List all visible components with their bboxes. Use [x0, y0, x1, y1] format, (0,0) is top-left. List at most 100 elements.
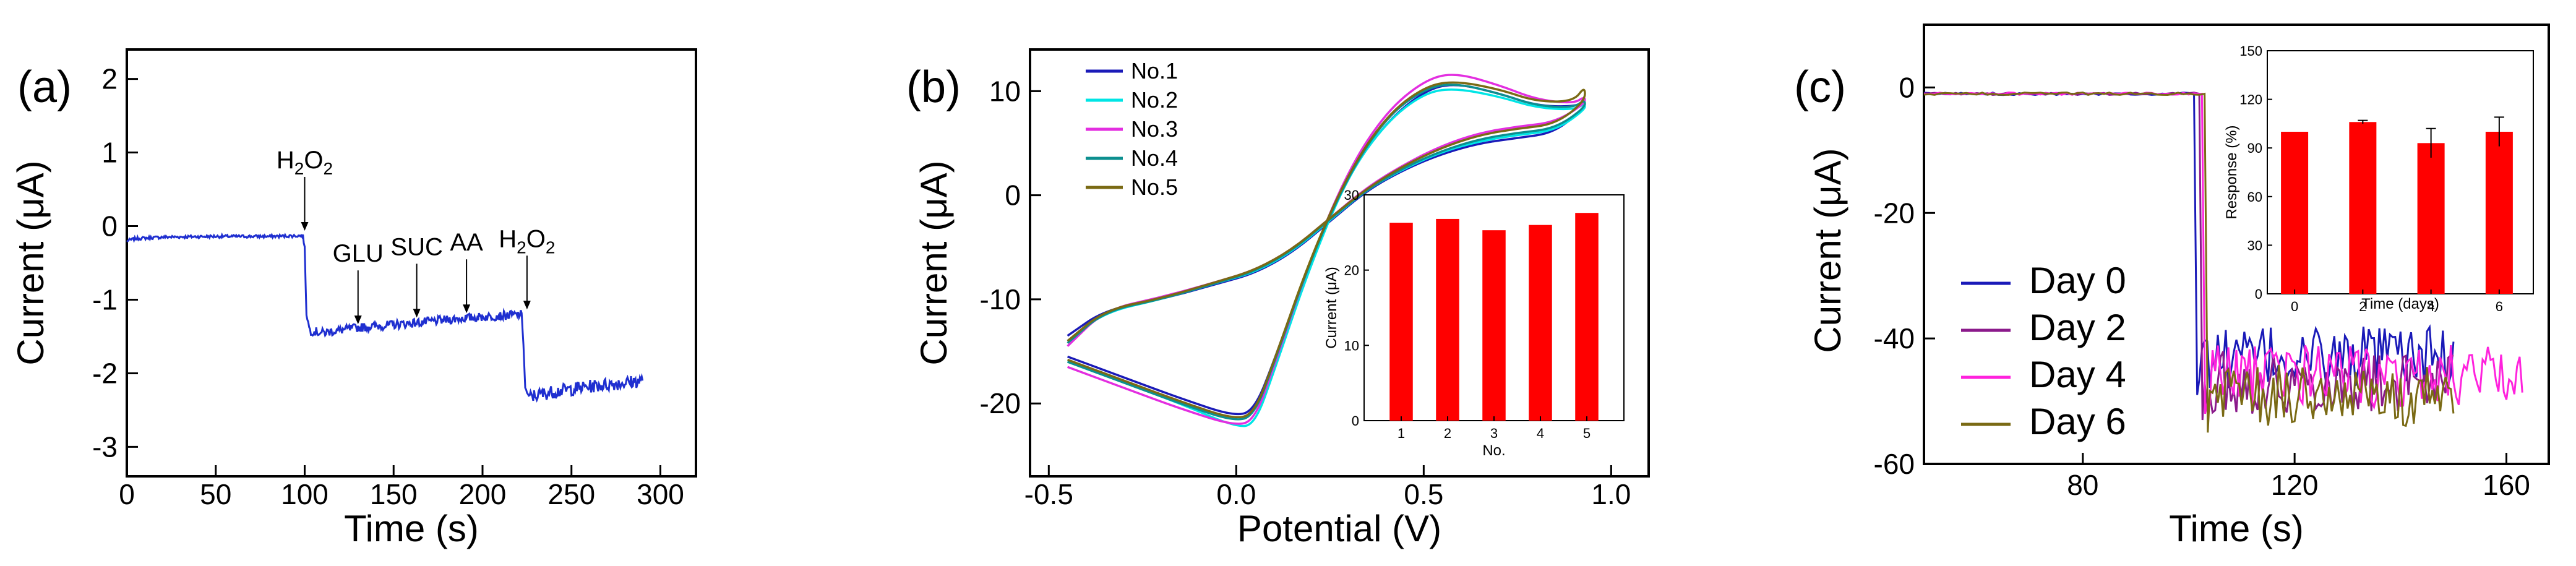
y-tick-label: 0	[101, 210, 118, 242]
x-tick-label: 1.0	[1591, 478, 1631, 510]
inset-x-tick-label: 3	[1490, 426, 1498, 441]
legend-label: Day 0	[2029, 260, 2126, 301]
inset-y-tick-label: 20	[1344, 263, 1359, 278]
panel-c-legend: Day 0 Day 2 Day 4 Day 6	[1961, 260, 2126, 442]
x-tick-label: 300	[637, 478, 684, 510]
panel-c-x-ticks: 80 120 160	[2067, 453, 2530, 501]
inset-y-tick-label: 60	[2248, 189, 2262, 205]
inset-bar	[1436, 218, 1459, 421]
inset-y-tick-label: 30	[1344, 187, 1359, 203]
annotation-arrow-head	[523, 301, 531, 310]
x-tick-label: 80	[2067, 469, 2098, 501]
y-tick-label: -2	[92, 357, 118, 389]
legend-label: No.4	[1131, 145, 1178, 171]
annotation-label: SUC	[390, 233, 442, 260]
x-tick-label: 200	[459, 478, 507, 510]
panel-c-xlabel: Time (s)	[2169, 508, 2304, 549]
inset-xlabel: No.	[1482, 442, 1505, 459]
annotation-label-part: O	[526, 225, 546, 252]
y-tick-label: 2	[101, 63, 118, 95]
x-tick-label: 0.0	[1216, 478, 1256, 510]
panel-a-series	[126, 232, 644, 403]
y-tick-label: 0	[1899, 71, 1915, 103]
inset-bar	[2349, 122, 2377, 294]
panel-c-series	[1923, 92, 2523, 433]
y-tick-label: -3	[92, 431, 118, 463]
x-tick-label: 100	[281, 478, 328, 510]
inset-y-tick-label: 30	[2248, 238, 2262, 253]
y-tick-label: -1	[92, 283, 118, 315]
inset-y-tick-label: 0	[2255, 286, 2262, 302]
annotation-label-part: 2	[546, 238, 556, 257]
panel-b-legend: No.1 No.2 No.3 No.4 No.5	[1086, 58, 1178, 200]
panel-a-xlabel: Time (s)	[344, 508, 479, 549]
inset-x-tick-label: 5	[1583, 426, 1591, 441]
inset-bar	[2485, 132, 2513, 294]
panel-a-frame	[126, 48, 697, 478]
y-tick-label: -60	[1874, 448, 1915, 480]
inset-bar	[1482, 230, 1506, 421]
annotation-label: AA	[450, 229, 483, 256]
y-tick-label: -20	[980, 387, 1021, 419]
panel-b-ylabel: Current (μA)	[913, 160, 955, 365]
panel-b-xlabel: Potential (V)	[1237, 508, 1441, 549]
annotation-arrow-head	[463, 304, 471, 314]
panel-a-y-ticks: 2 1 0 -1 -2 -3	[92, 63, 138, 463]
x-tick-label: 120	[2271, 469, 2319, 501]
panel-b: (b) -0.5 0.0 0.5 1.0 100-10-20 No.1No.2No.3…	[906, 48, 1650, 549]
x-tick-label: 250	[547, 478, 595, 510]
inset-bar	[1529, 225, 1552, 421]
legend-label: Day 6	[2029, 401, 2126, 442]
panel-c-inset-bar-chart: 0 30 60 90 120 150 0 2 4 6 Time (days) Response (%)	[2223, 43, 2534, 314]
annotation-label: GLU	[333, 240, 384, 267]
annotation-arrow-head	[354, 315, 362, 325]
y-tick-label: -20	[1874, 197, 1915, 229]
panel-c-label: (c)	[1794, 62, 1846, 112]
inset-y-tick-label: 90	[2248, 140, 2262, 156]
cv-curve-no5	[1067, 81, 1586, 419]
inset-y-tick-label: 10	[1344, 338, 1359, 353]
y-tick-label: 0	[1005, 179, 1021, 212]
inset-xlabel: Time (days)	[2361, 296, 2439, 312]
panel-a: (a) 0 50 100 150 200 250 300 210-1-2-3 H2O2GLU…	[10, 48, 697, 549]
panel-b-inset-bar-chart: 0 10 20 30 1 2 3 4 5 No. Current (μA)	[1323, 187, 1625, 459]
inset-x-tick-label: 0	[2291, 299, 2298, 314]
series-day-6	[1923, 92, 2455, 433]
inset-y-tick-label: 150	[2239, 43, 2262, 59]
inset-y-tick-label: 120	[2239, 92, 2262, 108]
annotation-label-part: 2	[294, 159, 304, 178]
x-tick-label: -0.5	[1024, 478, 1073, 510]
inset-ylabel: Current (μA)	[1323, 267, 1340, 349]
legend-label: No.1	[1131, 58, 1178, 84]
panel-b-series	[1067, 74, 1586, 427]
y-tick-label: -10	[980, 283, 1021, 315]
panel-b-x-ticks: -0.5 0.0 0.5 1.0	[1024, 465, 1631, 510]
annotation-label: H2O2	[499, 225, 555, 257]
panel-b-label: (b)	[906, 62, 961, 112]
panel-c-ylabel: Current (μA)	[1807, 148, 1848, 353]
panel-a-x-ticks: 0 50 100 150 200 250 300	[119, 465, 684, 510]
inset-x-tick-label: 4	[2427, 299, 2434, 314]
legend-label: Day 4	[2029, 354, 2126, 395]
panel-c-frame	[1923, 24, 2550, 465]
y-tick-label: -40	[1874, 322, 1915, 354]
y-tick-label: 1	[101, 137, 118, 169]
x-tick-label: 0	[119, 478, 135, 510]
annotation-label-part: H	[499, 225, 517, 252]
inset-x-tick-label: 2	[2359, 299, 2366, 314]
panel-a-label: (a)	[17, 62, 72, 112]
x-tick-label: 50	[200, 478, 231, 510]
panel-b-frame	[1029, 48, 1650, 478]
inset-y-tick-label: 0	[1352, 413, 1359, 429]
annotation-arrow-head	[413, 309, 421, 318]
inset-bar	[1389, 223, 1413, 421]
panel-a-ylabel: Current (μA)	[10, 160, 51, 365]
inset-ylabel: Response (%)	[2223, 125, 2240, 219]
annotation-label-part: 2	[517, 238, 526, 257]
legend-label: Day 2	[2029, 307, 2126, 348]
annotation-arrow-head	[301, 221, 309, 231]
inset-x-tick-label: 2	[1444, 426, 1451, 441]
series-line	[126, 232, 644, 403]
